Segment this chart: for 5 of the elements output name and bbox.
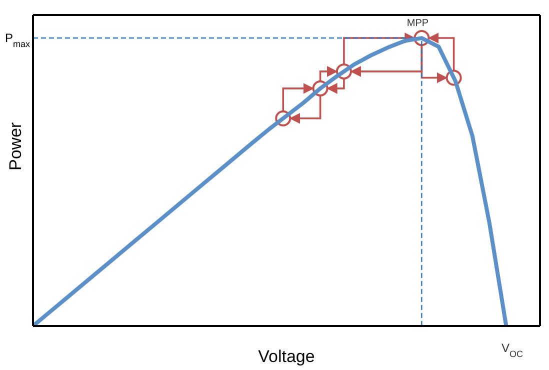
text: V$_{OC}$ bbox=[501, 341, 524, 359]
y-axis-title: Power bbox=[6, 122, 26, 170]
x-axis-title: Voltage bbox=[258, 347, 315, 366]
ref-line-label: P$_{max}$ bbox=[4, 31, 30, 50]
annotation: MPP bbox=[406, 18, 429, 30]
